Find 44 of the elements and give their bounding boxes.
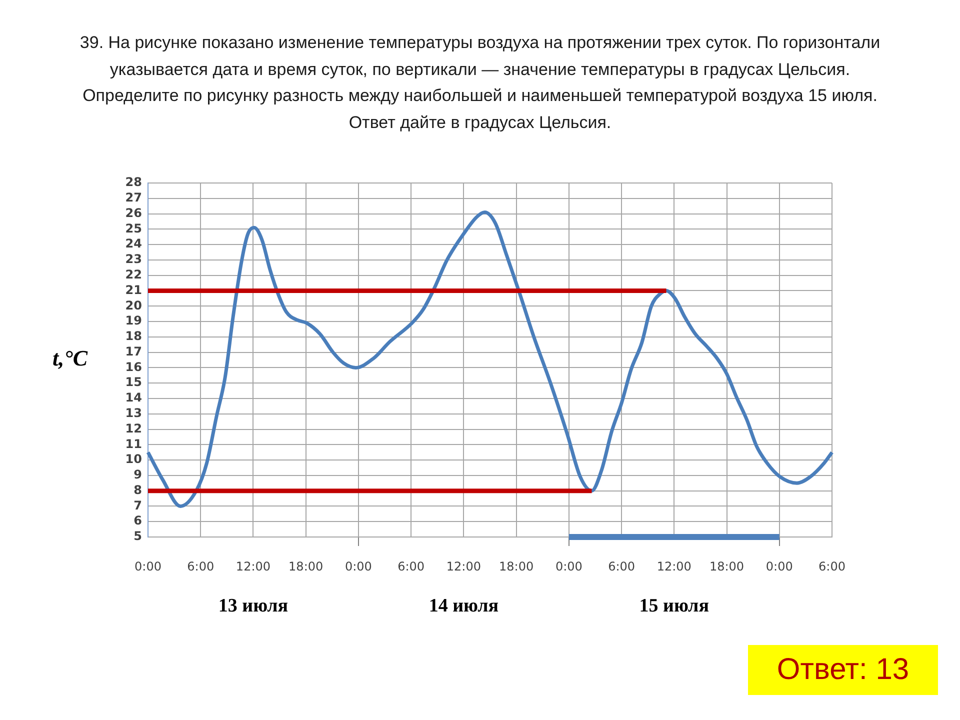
y-tick-label: 9 — [134, 468, 142, 482]
y-tick-label: 8 — [134, 482, 142, 497]
y-tick-label: 27 — [125, 190, 142, 205]
y-axis-title: t,°C — [52, 346, 88, 371]
x-tick-label: 12:00 — [656, 559, 692, 574]
chart-title: 39. На рисунке показано изменение температуры воздуха на протяжении трех суток. По горизонтали указывается дата и время суток, по вертикали — значение температуры в градусах Цельсия. Определите по рисунку разность между наибольшей и наименьшей температурой воздуха 15 июля. Ответ дайте в градусах Цельсия. — [78, 32, 882, 134]
y-tick-label: 15 — [125, 375, 142, 390]
y-tick-label: 14 — [125, 390, 142, 405]
x2-tick-label: 13 июля — [218, 595, 288, 616]
y-tick-label: 19 — [125, 314, 142, 328]
y-tick-label: 17 — [125, 344, 142, 358]
y-tick-label: 25 — [125, 221, 142, 236]
x-tick-label: 0:00 — [134, 559, 162, 574]
y-tick-label: 5 — [134, 529, 142, 544]
x-tick-label: 0:00 — [766, 559, 793, 574]
y-tick-label: 24 — [125, 236, 142, 251]
x-tick-label: 18:00 — [288, 559, 324, 574]
x-tick-label: 18:00 — [499, 559, 534, 574]
y-tick-label: 12 — [125, 421, 142, 436]
x-tick-label: 12:00 — [236, 559, 271, 574]
x2-tick-label: 15 июля — [639, 595, 709, 616]
x-tick-label: 6:00 — [187, 559, 214, 574]
y-tick-label: 22 — [125, 267, 142, 282]
x-tick-label: 0:00 — [555, 559, 582, 574]
y-tick-label: 10 — [125, 452, 142, 466]
y-tick-label: 23 — [125, 252, 142, 266]
y-tick-label: 21 — [125, 282, 142, 297]
y-tick-label: 28 — [125, 175, 142, 190]
y-tick-label: 6 — [134, 514, 142, 528]
x-tick-label: 6:00 — [608, 559, 636, 574]
text: Ответ: 13 — [748, 645, 938, 695]
x2-tick-label: 14 июля — [428, 595, 499, 616]
x-tick-label: 6:00 — [398, 559, 425, 574]
y-tick-label: 18 — [125, 329, 142, 344]
y-tick-label: 16 — [125, 360, 142, 374]
y-tick-label: 26 — [125, 206, 142, 220]
y-tick-label: 20 — [125, 298, 142, 312]
x-tick-label: 18:00 — [709, 559, 744, 574]
y-tick-label: 11 — [125, 436, 142, 451]
x-tick-label: 12:00 — [446, 559, 481, 574]
x-tick-label: 6:00 — [818, 559, 846, 574]
y-tick-label: 13 — [125, 406, 142, 420]
y-tick-label: 7 — [134, 498, 142, 512]
x-tick-label: 0:00 — [344, 559, 372, 574]
